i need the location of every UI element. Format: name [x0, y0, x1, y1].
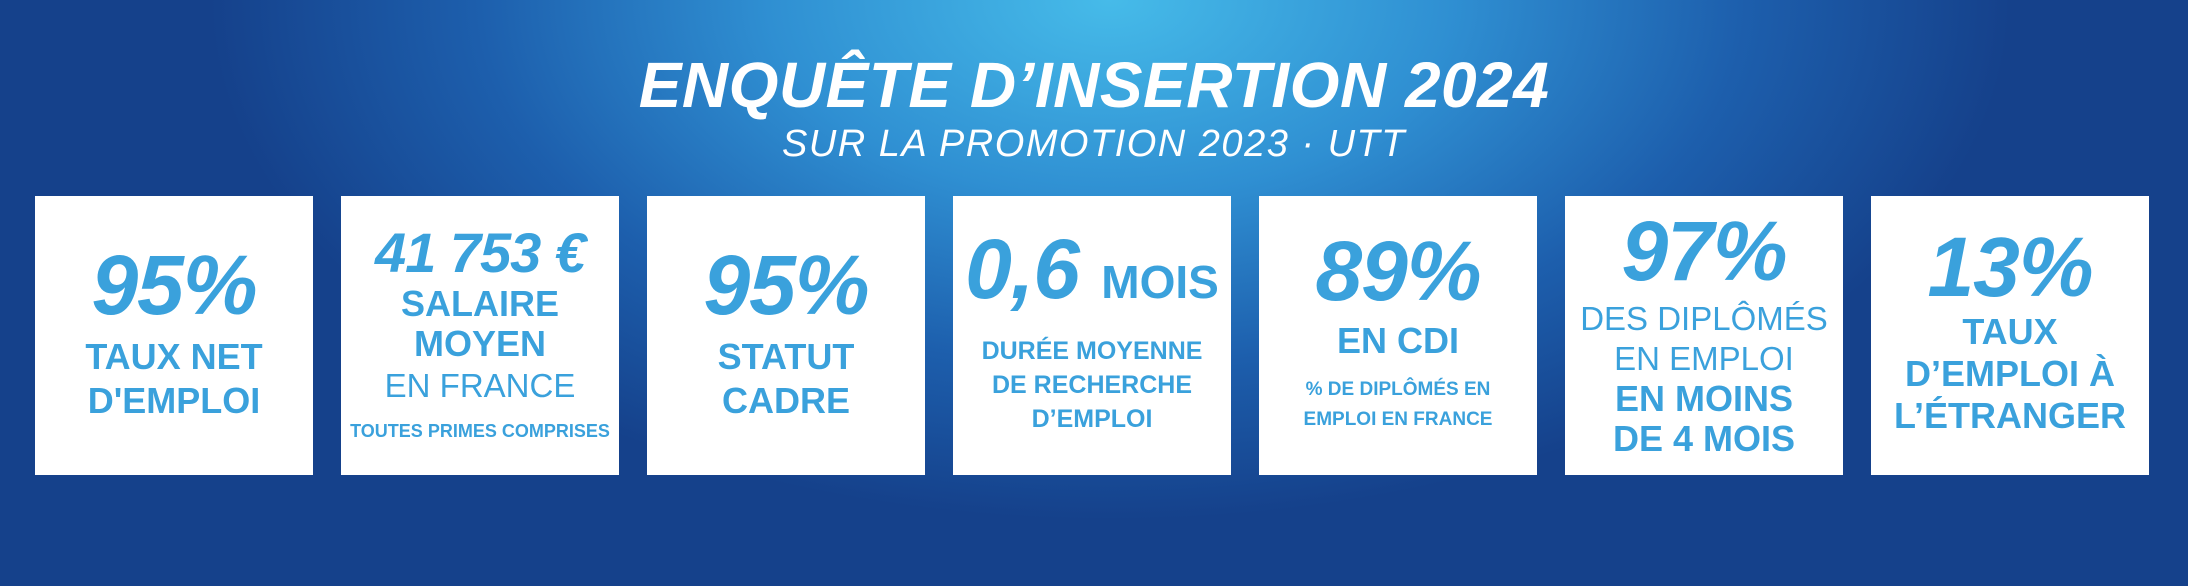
- stat-card-net-employment: 95% TAUX NET D'EMPLOI: [35, 196, 313, 475]
- stat-card-employed-within-4-months: 97% DES DIPLÔMÉS EN EMPLOI EN MOINS DE 4…: [1565, 196, 1843, 475]
- stat-label: DE 4 MOIS: [1612, 417, 1796, 459]
- page-title: ENQUÊTE D’INSERTION 2024: [638, 49, 1550, 121]
- stat-note: EMPLOI EN FRANCE: [1303, 408, 1493, 430]
- stat-label: CADRE: [721, 379, 850, 421]
- stat-value: 95%: [703, 237, 869, 332]
- stat-label: L’ÉTRANGER: [1893, 394, 2126, 436]
- stat-note: % DE DIPLÔMÉS EN: [1305, 378, 1491, 400]
- stat-label: D’EMPLOI À: [1904, 352, 2115, 394]
- stat-label: DE RECHERCHE: [991, 371, 1193, 399]
- stat-value: 13%: [1927, 219, 2093, 314]
- stat-value: 89%: [1315, 223, 1481, 318]
- page-subtitle: SUR LA PROMOTION 2023 · UTT: [782, 123, 1406, 165]
- stat-card-search-duration: 0,6 MOIS DURÉE MOYENNE DE RECHERCHE D’EM…: [953, 196, 1231, 475]
- stat-label: DURÉE MOYENNE: [981, 337, 1203, 365]
- stat-value: 41 753 €: [375, 220, 586, 284]
- stat-label: STATUT: [717, 335, 855, 377]
- stat-label: D'EMPLOI: [87, 379, 261, 421]
- stat-label: EN EMPLOI: [1614, 339, 1794, 377]
- stat-label: TAUX: [1962, 310, 2058, 352]
- stat-card-employment-abroad: 13% TAUX D’EMPLOI À L’ÉTRANGER: [1871, 196, 2149, 475]
- stat-card-executive-status: 95% STATUT CADRE: [647, 196, 925, 475]
- stat-label: SALAIRE: [400, 282, 559, 324]
- stat-value-row: 0,6 MOIS: [965, 225, 1219, 326]
- stat-value: 0,6: [965, 222, 1080, 316]
- stat-note: TOUTES PRIMES COMPRISES: [350, 420, 610, 441]
- stat-unit: MOIS: [1101, 256, 1219, 308]
- stat-label: EN CDI: [1336, 319, 1459, 361]
- stat-label: D’EMPLOI: [1031, 405, 1153, 433]
- stat-card-cdi: 89% EN CDI % DE DIPLÔMÉS EN EMPLOI EN FR…: [1259, 196, 1537, 475]
- stat-label: MOYEN: [413, 322, 546, 364]
- stat-label: DES DIPLÔMÉS: [1580, 299, 1828, 337]
- stat-label: TAUX NET: [85, 335, 263, 377]
- stat-label: EN FRANCE: [384, 366, 576, 404]
- stat-cards: 95% TAUX NET D'EMPLOI 41 753 € SALAIRE M…: [35, 196, 2153, 475]
- stat-label: EN MOINS: [1614, 377, 1793, 419]
- stat-card-average-salary: 41 753 € SALAIRE MOYEN EN FRANCE TOUTES …: [341, 196, 619, 475]
- stat-value: 95%: [91, 237, 257, 332]
- stat-value: 97%: [1621, 203, 1787, 298]
